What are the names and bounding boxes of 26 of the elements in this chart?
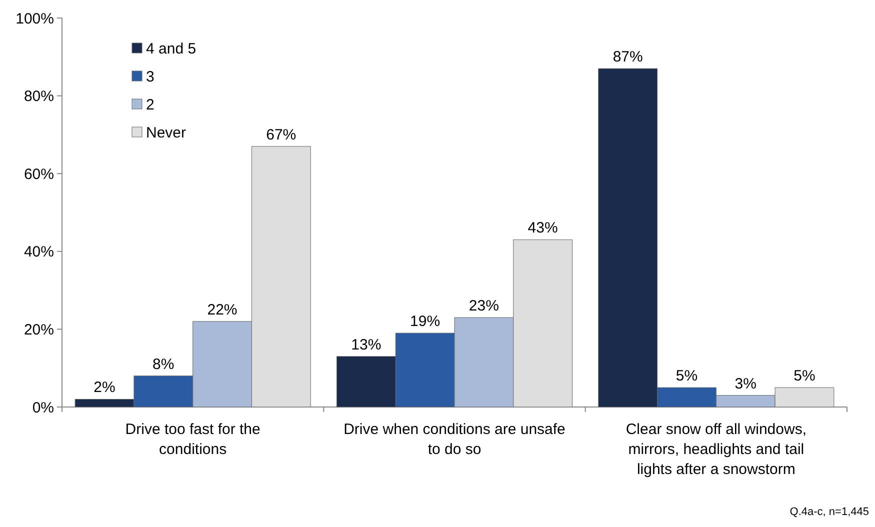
y-tick-label: 80% (24, 88, 54, 106)
text: 2% (94, 379, 116, 396)
y-tick-label: 60% (24, 166, 54, 183)
text: 8% (152, 356, 174, 373)
text: 13% (351, 336, 382, 354)
legend-label: 3 (146, 68, 154, 86)
legend-label: 4 and 5 (146, 40, 196, 58)
y-tick-label: 20% (24, 321, 54, 338)
x-tick-label: Drive too fast for the conditions (125, 421, 260, 458)
text: 5% (794, 368, 816, 385)
y-tick-label: 100% (16, 10, 54, 28)
y-tick-label: 0% (32, 399, 54, 416)
text: Q.4a-c, n=1,445 (790, 506, 869, 518)
text: 23% (468, 298, 499, 315)
text: 22% (207, 301, 238, 318)
text: 43% (528, 220, 558, 237)
text: 67% (266, 126, 296, 144)
text: 3% (734, 375, 756, 392)
text: 87% (612, 48, 643, 66)
x-tick-label: Clear snow off all windows, mirrors, headlights and tail lights after a snowstorm (626, 421, 806, 478)
text: 19% (410, 313, 440, 330)
x-tick-label: Drive when conditions are unsafe to do so (344, 421, 566, 458)
legend-label: 2 (146, 96, 154, 114)
y-tick-label: 40% (24, 244, 54, 261)
text: 5% (676, 368, 698, 385)
legend-label: Never (146, 124, 186, 142)
